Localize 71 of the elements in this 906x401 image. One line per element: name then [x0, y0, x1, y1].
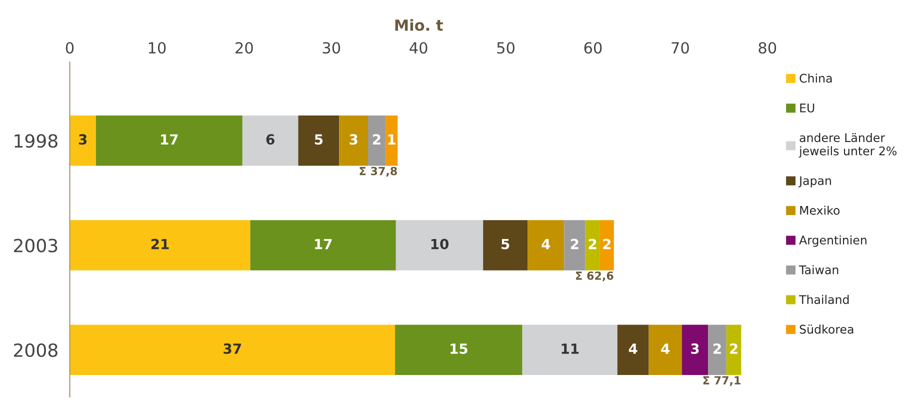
x-tick-label: 50 — [497, 42, 514, 54]
data-label: 4 — [661, 344, 670, 354]
bar — [483, 220, 528, 270]
bar — [585, 220, 600, 270]
x-tick-label: 80 — [758, 42, 776, 54]
data-label: 17 — [314, 238, 332, 250]
data-label: 10 — [431, 238, 448, 250]
data-label: 2 — [372, 134, 380, 144]
bar — [708, 324, 726, 376]
data-label: 4 — [542, 238, 550, 250]
total-label: Σ 37,8 — [360, 166, 397, 177]
bar — [70, 324, 396, 376]
bar — [70, 116, 96, 166]
data-label: 11 — [562, 344, 579, 354]
data-label: 15 — [450, 344, 468, 354]
data-label: 17 — [161, 134, 178, 144]
total-label: Σ 62,6 — [576, 271, 614, 282]
bar — [726, 324, 742, 376]
legend-label: Mexiko — [800, 206, 840, 215]
legend-label: Argentinien — [799, 235, 866, 247]
legend-label: Thailand — [799, 294, 849, 304]
y-tick-label: 2003 — [14, 238, 58, 252]
total-label: Σ 77,1 — [703, 376, 740, 386]
bar — [564, 220, 586, 270]
data-label: 3 — [350, 134, 358, 145]
bar — [600, 220, 614, 270]
bar — [70, 220, 250, 270]
x-tick-label: 60 — [584, 42, 602, 54]
data-label: 3 — [691, 343, 699, 354]
data-label: 1 — [388, 134, 396, 144]
bar — [250, 220, 396, 270]
x-tick-label: 70 — [672, 42, 689, 54]
y-tick-label: 1998 — [14, 134, 58, 148]
data-label: 2 — [730, 343, 738, 354]
data-label: 5 — [314, 134, 323, 145]
data-label: 3 — [78, 134, 87, 145]
x-tick-label: 20 — [236, 42, 253, 54]
x-tick-label: 10 — [148, 42, 166, 54]
bar — [96, 116, 242, 166]
bar — [682, 324, 708, 376]
x-axis-title: Mio. t — [395, 19, 443, 31]
data-label: 5 — [502, 238, 510, 250]
bar — [385, 116, 398, 166]
bar — [522, 324, 618, 376]
legend-label: andere Länder jeweils unter 2% — [798, 133, 897, 158]
data-label: 2 — [603, 238, 611, 250]
y-tick-label: 2008 — [14, 343, 58, 358]
x-tick-label: 40 — [410, 42, 428, 54]
legend-label: Japan — [798, 176, 831, 188]
bar — [396, 220, 484, 270]
bar — [242, 116, 298, 166]
legend-label: China — [800, 74, 832, 83]
bar — [648, 324, 682, 376]
data-label: 2 — [570, 238, 578, 250]
data-label: 37 — [224, 343, 241, 354]
data-label: 4 — [628, 344, 638, 354]
legend-label: EU — [800, 104, 814, 112]
bar — [528, 220, 564, 270]
bar — [298, 116, 340, 166]
legend-label: Südkorea — [800, 324, 854, 334]
bar — [617, 324, 649, 376]
data-label: 2 — [588, 238, 596, 250]
data-label: 2 — [714, 343, 721, 354]
bar — [368, 116, 386, 166]
x-tick-label: 0 — [66, 42, 74, 54]
bar — [339, 116, 368, 166]
data-label: 21 — [151, 238, 169, 250]
bar — [395, 324, 522, 376]
data-label: 6 — [266, 134, 274, 145]
x-tick-label: 30 — [322, 42, 340, 54]
legend-label: Taiwan — [799, 265, 838, 274]
